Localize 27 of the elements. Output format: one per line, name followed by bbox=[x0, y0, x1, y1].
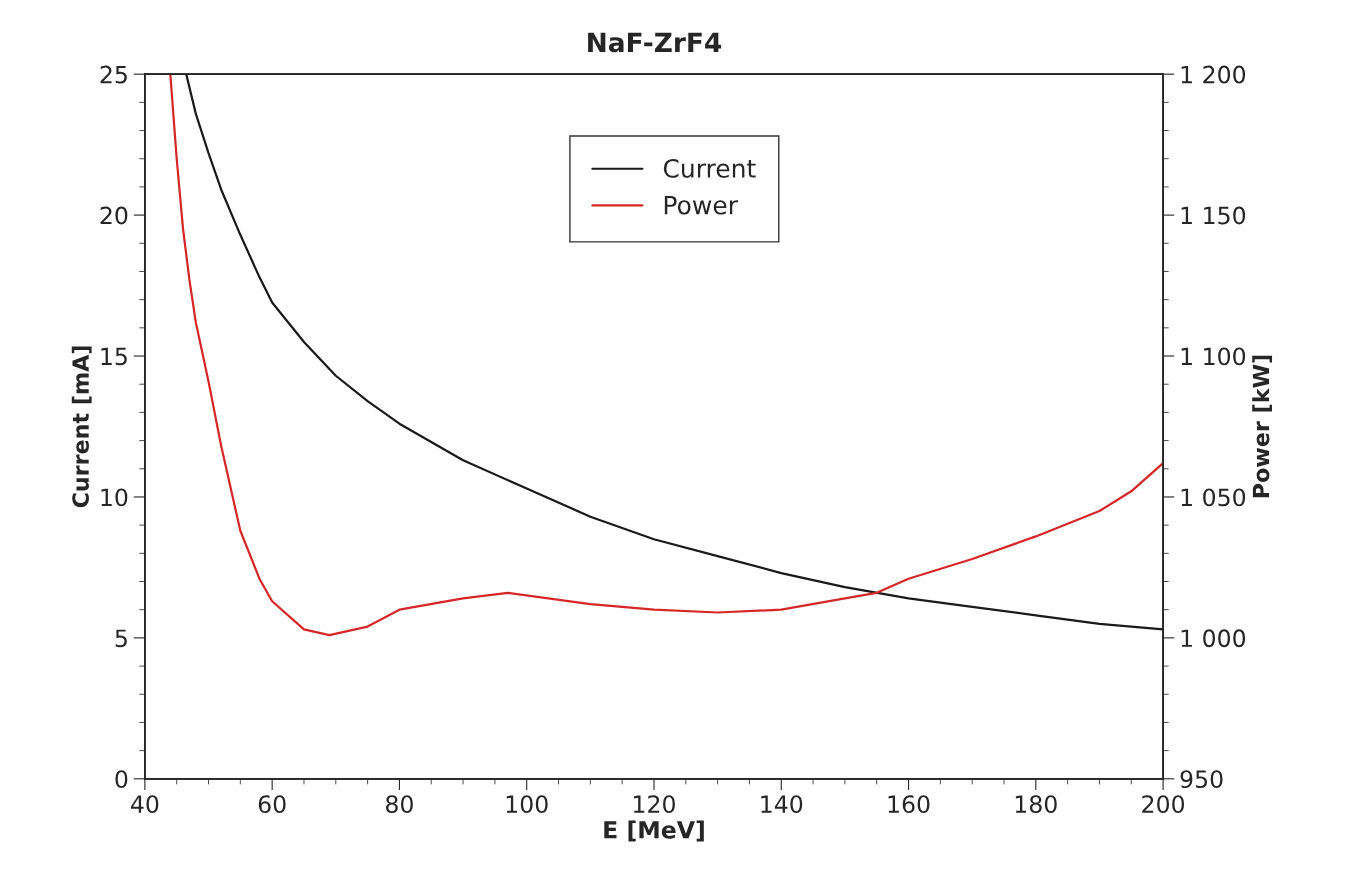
chart-title: NaF-ZrF4 bbox=[588, 32, 722, 53]
y-tick-label: 10 bbox=[101, 488, 128, 507]
x-tick-label: 160 bbox=[888, 795, 930, 814]
y-tick-label: 15 bbox=[101, 347, 127, 366]
x-tick-label: 120 bbox=[634, 795, 675, 814]
y2-tick-label: 1 100 bbox=[1181, 347, 1246, 366]
x-tick-label: 140 bbox=[761, 795, 803, 814]
y-axis-title: Current [mA] bbox=[71, 346, 92, 508]
y-tick-label: 25 bbox=[100, 65, 127, 84]
x-tick-label: 80 bbox=[386, 795, 413, 814]
y2-tick-label: 1 050 bbox=[1181, 488, 1246, 507]
y-tick-label: 20 bbox=[100, 206, 128, 225]
x-tick-label: 40 bbox=[131, 795, 159, 814]
legend-label: Current bbox=[663, 158, 756, 178]
x-tick-label: 200 bbox=[1142, 795, 1185, 814]
x-axis-title: E [MeV] bbox=[604, 820, 704, 842]
y-tick-label: 5 bbox=[115, 629, 127, 648]
x-tick-label: 60 bbox=[258, 795, 286, 814]
y2-axis-title: Power [kW] bbox=[1252, 355, 1273, 498]
y2-tick-label: 950 bbox=[1180, 770, 1223, 789]
y2-tick-label: 1 200 bbox=[1181, 65, 1246, 84]
y-tick-label: 0 bbox=[115, 770, 128, 789]
legend-label: Power bbox=[664, 195, 738, 215]
y2-tick-label: 1 150 bbox=[1181, 206, 1246, 225]
x-tick-label: 100 bbox=[506, 795, 548, 814]
x-tick-label: 180 bbox=[1015, 795, 1057, 814]
y2-tick-label: 1 000 bbox=[1181, 629, 1246, 648]
